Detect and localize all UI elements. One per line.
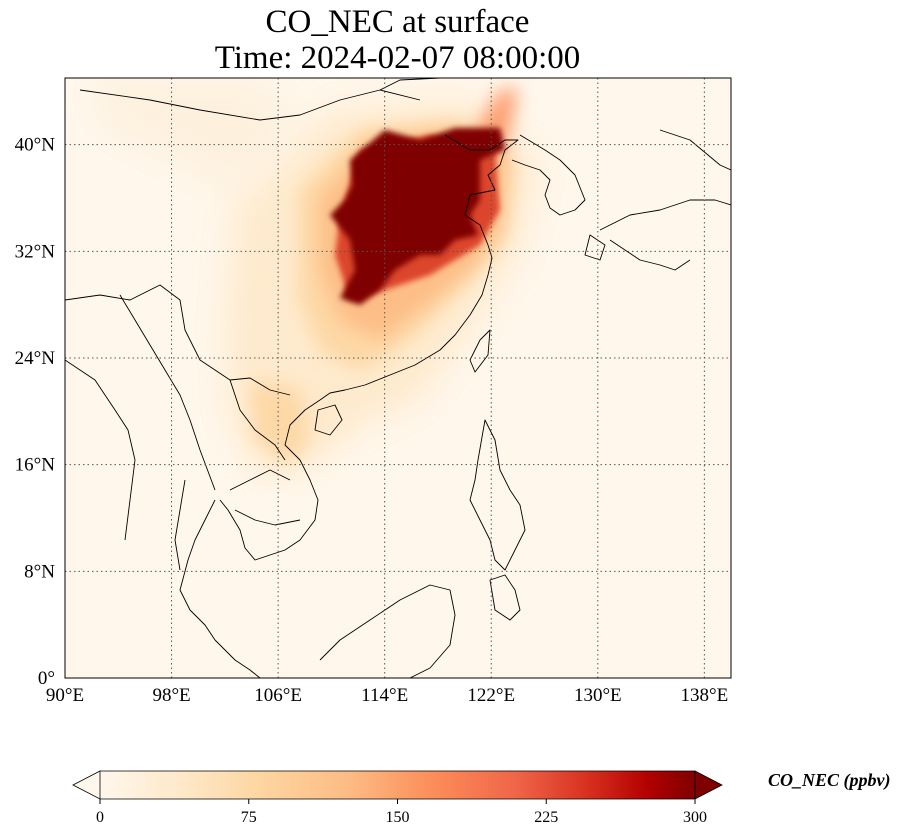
latitude-tick-label: 32°N <box>15 241 56 262</box>
colorbar-extend-low <box>72 770 101 800</box>
coastlines <box>65 78 731 678</box>
co-concentration-field <box>90 80 540 470</box>
chart-subtitle: Time: 2024-02-07 08:00:00 <box>214 40 581 76</box>
gridlines <box>65 78 731 678</box>
longitude-tick-label: 130°E <box>574 685 622 706</box>
colorbar-gradient <box>100 771 695 799</box>
colorbar-tick-label: 150 <box>386 809 410 826</box>
colorbar-tick-label: 300 <box>683 809 707 826</box>
chart-title: CO_NEC at surface <box>265 4 530 40</box>
latitude-tick-label: 0° <box>38 668 55 689</box>
map-panel <box>64 77 732 679</box>
longitude-tick-label: 106°E <box>254 685 302 706</box>
longitude-tick-label: 90°E <box>46 685 84 706</box>
map-frame <box>64 77 732 679</box>
latitude-axis: 0° 8°N 16°N 24°N 32°N 40°N <box>15 135 56 689</box>
colorbar-tick-label: 225 <box>534 809 558 826</box>
latitude-tick-label: 8°N <box>24 561 55 582</box>
longitude-tick-label: 138°E <box>681 685 729 706</box>
colorbar-title: CO_NEC (ppbv) <box>768 770 891 790</box>
colorbar-tick-label: 75 <box>241 809 257 826</box>
longitude-axis: 90°E 98°E 106°E 114°E 122°E 130°E 138°E <box>46 685 728 706</box>
longitude-tick-label: 114°E <box>361 685 408 706</box>
colorbar: 0 75 150 225 300 <box>72 770 723 826</box>
longitude-tick-label: 122°E <box>467 685 515 706</box>
latitude-tick-label: 40°N <box>15 135 56 156</box>
colorbar-extend-high <box>694 770 723 800</box>
latitude-tick-label: 24°N <box>15 348 56 369</box>
colorbar-tick-label: 0 <box>96 809 104 826</box>
latitude-tick-label: 16°N <box>15 455 56 476</box>
longitude-tick-label: 98°E <box>152 685 190 706</box>
